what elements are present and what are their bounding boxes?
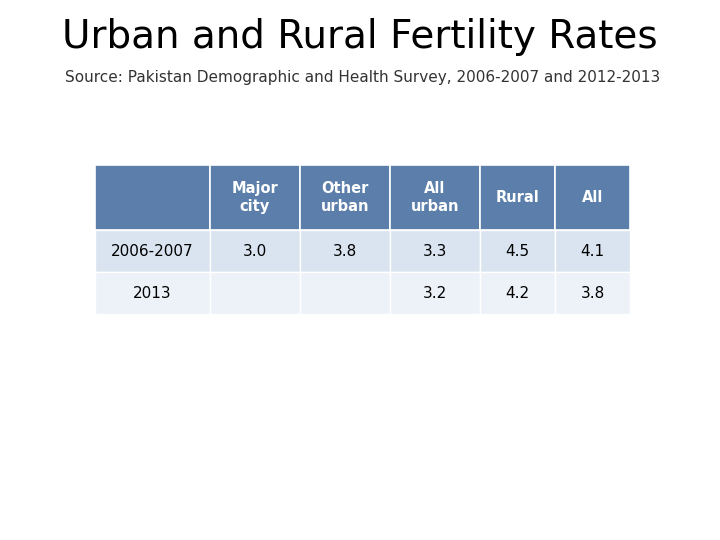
Text: All: All [582,190,603,205]
FancyBboxPatch shape [95,272,210,314]
Text: Major
city: Major city [232,181,279,214]
FancyBboxPatch shape [390,165,480,230]
FancyBboxPatch shape [390,230,480,272]
FancyBboxPatch shape [300,165,390,230]
Text: 3.3: 3.3 [423,244,447,259]
FancyBboxPatch shape [300,230,390,272]
Text: Other
urban: Other urban [320,181,369,214]
Text: 3.8: 3.8 [333,244,357,259]
FancyBboxPatch shape [210,272,300,314]
FancyBboxPatch shape [300,272,390,314]
FancyBboxPatch shape [480,165,555,230]
Text: 2013: 2013 [133,286,172,300]
FancyBboxPatch shape [210,230,300,272]
Text: 3.0: 3.0 [243,244,267,259]
FancyBboxPatch shape [480,272,555,314]
Text: 4.2: 4.2 [505,286,530,300]
Text: 4.1: 4.1 [580,244,605,259]
FancyBboxPatch shape [555,272,630,314]
Text: 3.8: 3.8 [580,286,605,300]
FancyBboxPatch shape [390,272,480,314]
FancyBboxPatch shape [555,230,630,272]
Text: 3.2: 3.2 [423,286,447,300]
Text: 4.5: 4.5 [505,244,530,259]
FancyBboxPatch shape [95,230,210,272]
Text: All
urban: All urban [410,181,459,214]
Text: Urban and Rural Fertility Rates: Urban and Rural Fertility Rates [62,18,658,56]
Text: Rural: Rural [495,190,539,205]
Text: Source: Pakistan Demographic and Health Survey, 2006-2007 and 2012-2013: Source: Pakistan Demographic and Health … [65,70,660,85]
FancyBboxPatch shape [480,230,555,272]
FancyBboxPatch shape [210,165,300,230]
FancyBboxPatch shape [555,165,630,230]
FancyBboxPatch shape [95,165,210,230]
Text: 2006-2007: 2006-2007 [111,244,194,259]
